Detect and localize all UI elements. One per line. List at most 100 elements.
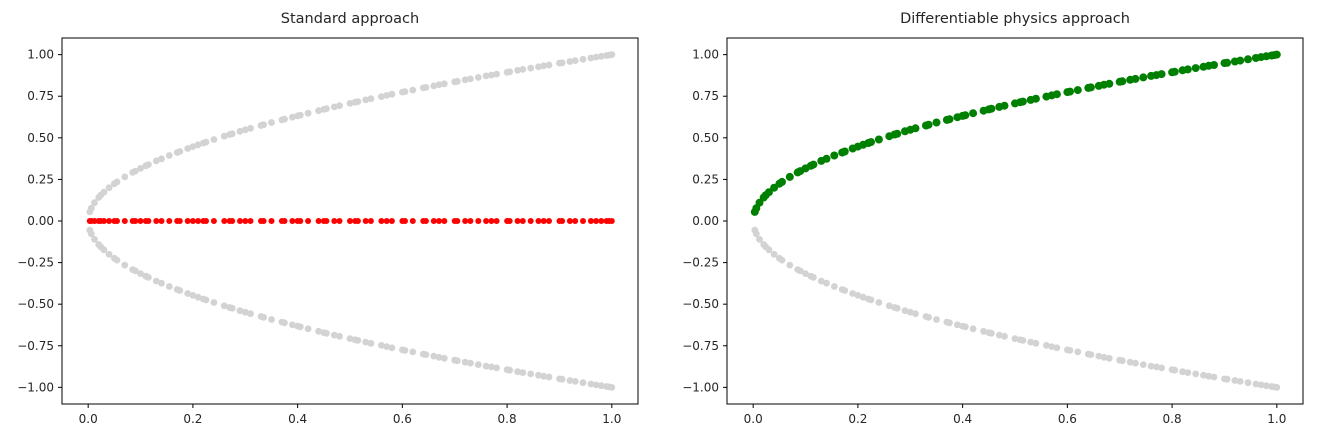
solution-upper-branch-point bbox=[409, 86, 417, 94]
network-prediction-point bbox=[961, 111, 970, 120]
solution-lower-branch-point bbox=[1066, 347, 1074, 354]
solution-lower-branch-point bbox=[1171, 366, 1179, 374]
solution-lower-branch-point bbox=[383, 343, 391, 350]
solution-upper-branch-point bbox=[330, 103, 338, 111]
solution-lower-branch-point bbox=[467, 359, 474, 367]
network-prediction-point bbox=[242, 218, 249, 224]
solution-lower-branch-point bbox=[289, 321, 296, 329]
network-prediction-point bbox=[402, 218, 408, 224]
solution-lower-branch-point bbox=[1074, 348, 1082, 356]
solution-upper-branch-point bbox=[474, 74, 482, 81]
solution-lower-branch-point bbox=[810, 274, 817, 281]
solution-upper-branch-point bbox=[91, 199, 98, 207]
x-tick-label: 0.2 bbox=[183, 412, 202, 426]
network-prediction-point bbox=[203, 218, 209, 224]
network-prediction-point bbox=[519, 218, 526, 224]
solution-lower-branch-point bbox=[566, 377, 574, 384]
solution-lower-branch-point bbox=[1139, 361, 1147, 368]
solution-upper-branch-point bbox=[587, 54, 595, 62]
solution-upper-branch-point bbox=[579, 55, 587, 63]
solution-upper-branch-point bbox=[488, 71, 495, 79]
solution-lower-branch-point bbox=[453, 357, 461, 365]
x-tick-label: 1.0 bbox=[602, 412, 621, 426]
solution-upper-branch-point bbox=[535, 63, 542, 71]
solution-upper-branch-point bbox=[422, 84, 430, 91]
network-prediction-point bbox=[441, 218, 448, 224]
network-prediction-point bbox=[1031, 94, 1040, 103]
solution-upper-branch-point bbox=[268, 119, 275, 126]
network-prediction-point bbox=[475, 218, 482, 224]
solution-lower-branch-point bbox=[1184, 369, 1192, 376]
x-tick-label: 0.8 bbox=[1163, 412, 1182, 426]
solution-upper-branch-point bbox=[260, 121, 267, 129]
solution-upper-branch-point bbox=[323, 105, 330, 113]
solution-lower-branch-point bbox=[1210, 373, 1218, 381]
network-prediction-point bbox=[383, 218, 390, 224]
network-prediction-point bbox=[924, 120, 933, 129]
solution-lower-branch-point bbox=[893, 304, 901, 312]
network-prediction-point bbox=[323, 218, 330, 224]
solution-lower-branch-point bbox=[367, 339, 375, 347]
solution-lower-branch-point bbox=[969, 325, 977, 333]
network-prediction-point bbox=[1244, 55, 1252, 64]
network-prediction-point bbox=[1131, 74, 1140, 83]
solution-lower-branch-point bbox=[422, 351, 430, 358]
solution-lower-branch-point bbox=[87, 230, 95, 238]
network-prediction-point bbox=[830, 151, 839, 160]
x-tick-label: 0.2 bbox=[848, 412, 867, 426]
solution-upper-branch-point bbox=[354, 98, 362, 105]
solution-lower-branch-point bbox=[1262, 382, 1270, 390]
solution-lower-branch-point bbox=[488, 363, 495, 371]
solution-lower-branch-point bbox=[1001, 332, 1008, 340]
network-prediction-point bbox=[608, 218, 615, 224]
solution-lower-branch-point bbox=[1153, 363, 1160, 371]
solution-upper-branch-point bbox=[131, 167, 139, 175]
network-prediction-point bbox=[305, 218, 312, 224]
series-network-prediction bbox=[750, 50, 1281, 216]
network-prediction-point bbox=[229, 218, 236, 224]
solution-lower-branch-point bbox=[579, 379, 587, 387]
solution-lower-branch-point bbox=[1048, 343, 1056, 350]
solution-upper-branch-point bbox=[152, 157, 160, 165]
solution-lower-branch-point bbox=[1095, 352, 1103, 360]
network-prediction-point bbox=[598, 218, 605, 224]
network-prediction-point bbox=[1272, 50, 1281, 59]
solution-lower-branch-point bbox=[954, 321, 961, 329]
solution-lower-branch-point bbox=[756, 235, 763, 243]
solution-upper-branch-point bbox=[202, 138, 210, 146]
solution-lower-branch-point bbox=[268, 316, 275, 323]
solution-upper-branch-point bbox=[304, 109, 312, 117]
solution-lower-branch-point bbox=[830, 283, 838, 290]
network-prediction-point bbox=[114, 218, 120, 224]
solution-lower-branch-point bbox=[961, 323, 969, 331]
network-prediction-point bbox=[483, 218, 490, 224]
y-tick-label: 0.50 bbox=[27, 131, 54, 145]
solution-lower-branch-point bbox=[885, 302, 893, 310]
solution-upper-branch-point bbox=[176, 148, 184, 155]
solution-lower-branch-point bbox=[228, 304, 236, 312]
solution-upper-branch-point bbox=[482, 72, 490, 80]
network-prediction-point bbox=[1073, 86, 1082, 95]
solution-upper-branch-point bbox=[247, 124, 254, 132]
solution-lower-branch-point bbox=[946, 319, 953, 327]
solution-lower-branch-point bbox=[165, 283, 173, 290]
solution-lower-branch-point bbox=[752, 230, 760, 238]
chart-title-differentiable-physics: Differentiable physics approach bbox=[900, 11, 1130, 27]
solution-upper-branch-point bbox=[461, 76, 469, 84]
network-prediction-point bbox=[1157, 70, 1166, 79]
network-prediction-point bbox=[809, 160, 818, 169]
solution-upper-branch-point bbox=[210, 136, 218, 143]
solution-upper-branch-point bbox=[608, 51, 616, 58]
solution-upper-branch-point bbox=[440, 80, 448, 88]
solution-lower-branch-point bbox=[1105, 354, 1113, 362]
solution-lower-branch-point bbox=[901, 307, 909, 315]
network-prediction-point bbox=[1191, 64, 1200, 73]
solution-lower-branch-point bbox=[241, 308, 249, 316]
network-prediction-point bbox=[1018, 97, 1027, 106]
solution-lower-branch-point bbox=[786, 261, 794, 269]
network-prediction-point bbox=[506, 218, 513, 224]
solution-lower-branch-point bbox=[131, 267, 139, 275]
solution-lower-branch-point bbox=[1223, 375, 1231, 383]
solution-lower-branch-point bbox=[597, 382, 605, 390]
chart-canvas-standard: 0.0 0.2 0.4 0.6 0.8 1.0 −1.00 −0.75 −0.50 −0.25 0.… bbox=[17, 37, 639, 426]
